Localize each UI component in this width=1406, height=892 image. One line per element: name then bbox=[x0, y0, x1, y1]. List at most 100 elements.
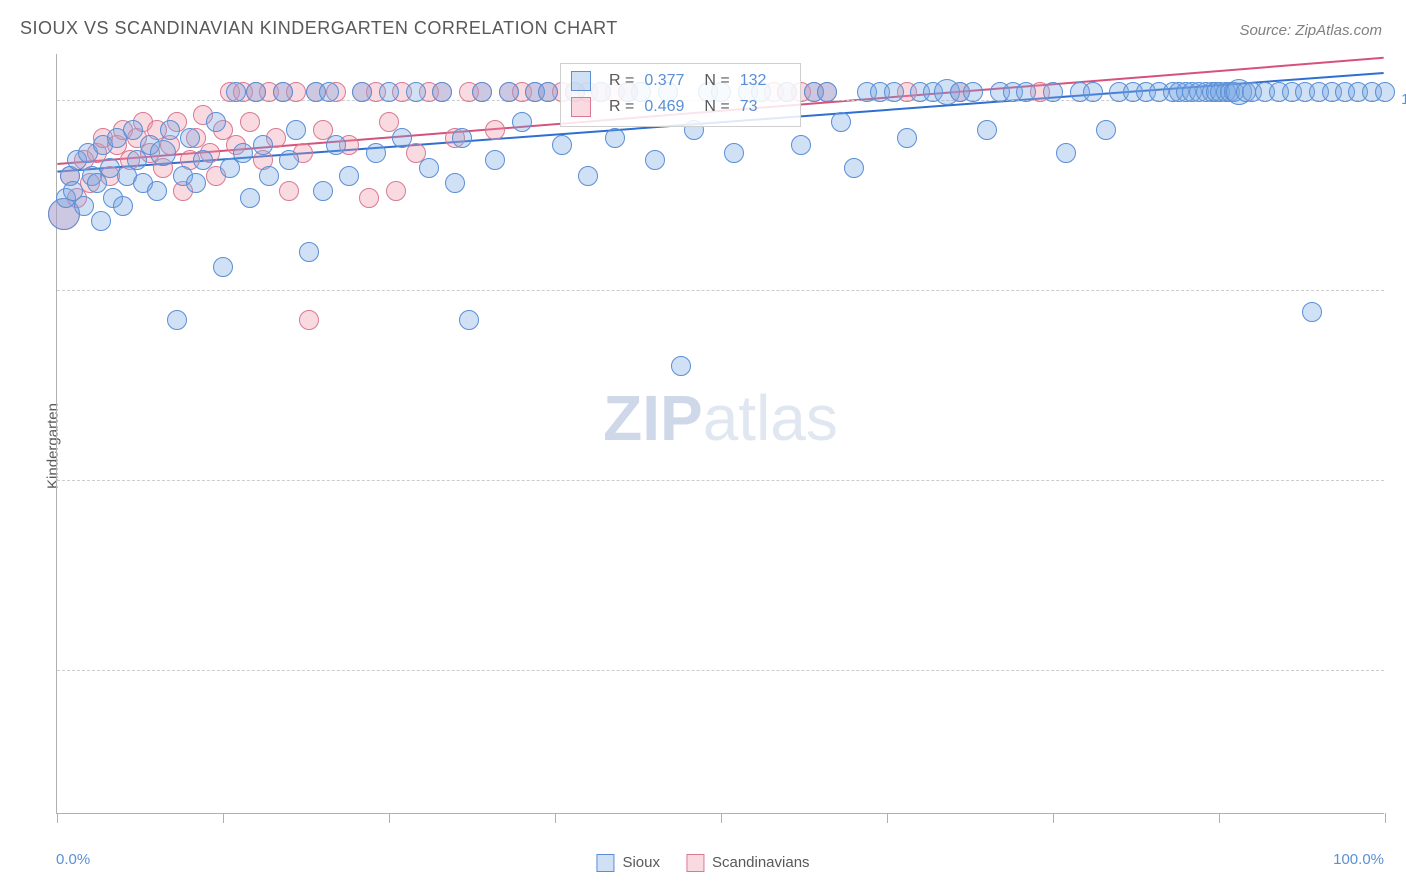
sioux-point bbox=[884, 82, 904, 102]
sioux-point bbox=[406, 82, 426, 102]
sioux-point bbox=[1302, 302, 1322, 322]
sioux-point bbox=[817, 82, 837, 102]
sioux-point bbox=[1096, 120, 1116, 140]
sioux-n-value: 132 bbox=[740, 68, 790, 94]
sioux-point bbox=[499, 82, 519, 102]
x-tick bbox=[1053, 813, 1054, 823]
sioux-point bbox=[538, 82, 558, 102]
sioux-swatch bbox=[571, 71, 591, 91]
sioux-point bbox=[977, 120, 997, 140]
sioux-point bbox=[226, 82, 246, 102]
watermark-zip: ZIP bbox=[603, 382, 703, 454]
r-label: R = bbox=[609, 68, 634, 94]
sioux-point bbox=[186, 173, 206, 193]
chart-title: SIOUX VS SCANDINAVIAN KINDERGARTEN CORRE… bbox=[20, 18, 618, 39]
sioux-point bbox=[206, 112, 226, 132]
scand-r-value: 0.469 bbox=[644, 94, 694, 120]
sioux-point bbox=[1043, 82, 1063, 102]
x-tick bbox=[389, 813, 390, 823]
sioux-point bbox=[452, 128, 472, 148]
sioux-point bbox=[1375, 82, 1395, 102]
sioux-point bbox=[150, 140, 176, 166]
scand-swatch-icon bbox=[686, 854, 704, 872]
sioux-point bbox=[724, 143, 744, 163]
x-tick bbox=[1219, 813, 1220, 823]
stats-row-sioux: R = 0.377 N = 132 bbox=[571, 68, 790, 94]
sioux-point bbox=[831, 112, 851, 132]
legend-scand: Scandinavians bbox=[686, 854, 810, 872]
x-tick bbox=[555, 813, 556, 823]
x-tick bbox=[223, 813, 224, 823]
stats-row-scand: R = 0.469 N = 73 bbox=[571, 94, 790, 120]
sioux-point bbox=[671, 356, 691, 376]
sioux-point bbox=[233, 143, 253, 163]
sioux-point bbox=[352, 82, 372, 102]
n-label: N = bbox=[704, 94, 729, 120]
sioux-point bbox=[180, 128, 200, 148]
sioux-point bbox=[1083, 82, 1103, 102]
legend-scand-label: Scandinavians bbox=[712, 854, 810, 871]
sioux-point bbox=[273, 82, 293, 102]
sioux-point bbox=[167, 310, 187, 330]
sioux-swatch-icon bbox=[596, 854, 614, 872]
sioux-point bbox=[605, 128, 625, 148]
sioux-point bbox=[445, 173, 465, 193]
n-label: N = bbox=[704, 68, 729, 94]
scand-swatch bbox=[571, 97, 591, 117]
sioux-point bbox=[419, 158, 439, 178]
sioux-point bbox=[844, 158, 864, 178]
sioux-point bbox=[91, 211, 111, 231]
sioux-point bbox=[253, 135, 273, 155]
sioux-point bbox=[286, 120, 306, 140]
sioux-point bbox=[472, 82, 492, 102]
scand-point bbox=[279, 181, 299, 201]
sioux-point bbox=[213, 257, 233, 277]
gridline bbox=[57, 290, 1384, 291]
watermark: ZIPatlas bbox=[603, 381, 838, 455]
sioux-point bbox=[160, 120, 180, 140]
sioux-point bbox=[512, 112, 532, 132]
sioux-point bbox=[645, 150, 665, 170]
legend-sioux: Sioux bbox=[596, 854, 660, 872]
source-label: Source: ZipAtlas.com bbox=[1239, 22, 1382, 39]
sioux-point bbox=[963, 82, 983, 102]
sioux-point bbox=[578, 166, 598, 186]
scand-point bbox=[359, 188, 379, 208]
sioux-point bbox=[326, 135, 346, 155]
sioux-point bbox=[193, 150, 213, 170]
x-tick bbox=[887, 813, 888, 823]
sioux-point bbox=[791, 135, 811, 155]
sioux-point bbox=[279, 150, 299, 170]
sioux-point bbox=[147, 181, 167, 201]
scand-n-value: 73 bbox=[740, 94, 790, 120]
sioux-point bbox=[485, 150, 505, 170]
sioux-r-value: 0.377 bbox=[644, 68, 694, 94]
r-label: R = bbox=[609, 94, 634, 120]
plot-area: ZIPatlas 92.5%95.0%97.5%100.0% bbox=[56, 54, 1384, 814]
legend: Sioux Scandinavians bbox=[596, 854, 809, 872]
sioux-point bbox=[366, 143, 386, 163]
x-tick bbox=[57, 813, 58, 823]
watermark-atlas: atlas bbox=[703, 382, 838, 454]
x-axis-min-label: 0.0% bbox=[56, 851, 90, 868]
sioux-point bbox=[392, 128, 412, 148]
gridline bbox=[57, 480, 1384, 481]
sioux-point bbox=[897, 128, 917, 148]
sioux-point bbox=[259, 166, 279, 186]
sioux-point bbox=[339, 166, 359, 186]
sioux-point bbox=[552, 135, 572, 155]
sioux-point bbox=[1056, 143, 1076, 163]
sioux-point bbox=[379, 82, 399, 102]
scand-point bbox=[386, 181, 406, 201]
gridline bbox=[57, 670, 1384, 671]
y-tick-label: 100.0% bbox=[1401, 91, 1406, 108]
sioux-point bbox=[319, 82, 339, 102]
sioux-point bbox=[299, 242, 319, 262]
sioux-point bbox=[313, 181, 333, 201]
stats-box: R = 0.377 N = 132 R = 0.469 N = 73 bbox=[560, 63, 801, 127]
sioux-point bbox=[240, 188, 260, 208]
sioux-point bbox=[1016, 82, 1036, 102]
legend-sioux-label: Sioux bbox=[622, 854, 660, 871]
scand-point bbox=[485, 120, 505, 140]
scand-point bbox=[240, 112, 260, 132]
